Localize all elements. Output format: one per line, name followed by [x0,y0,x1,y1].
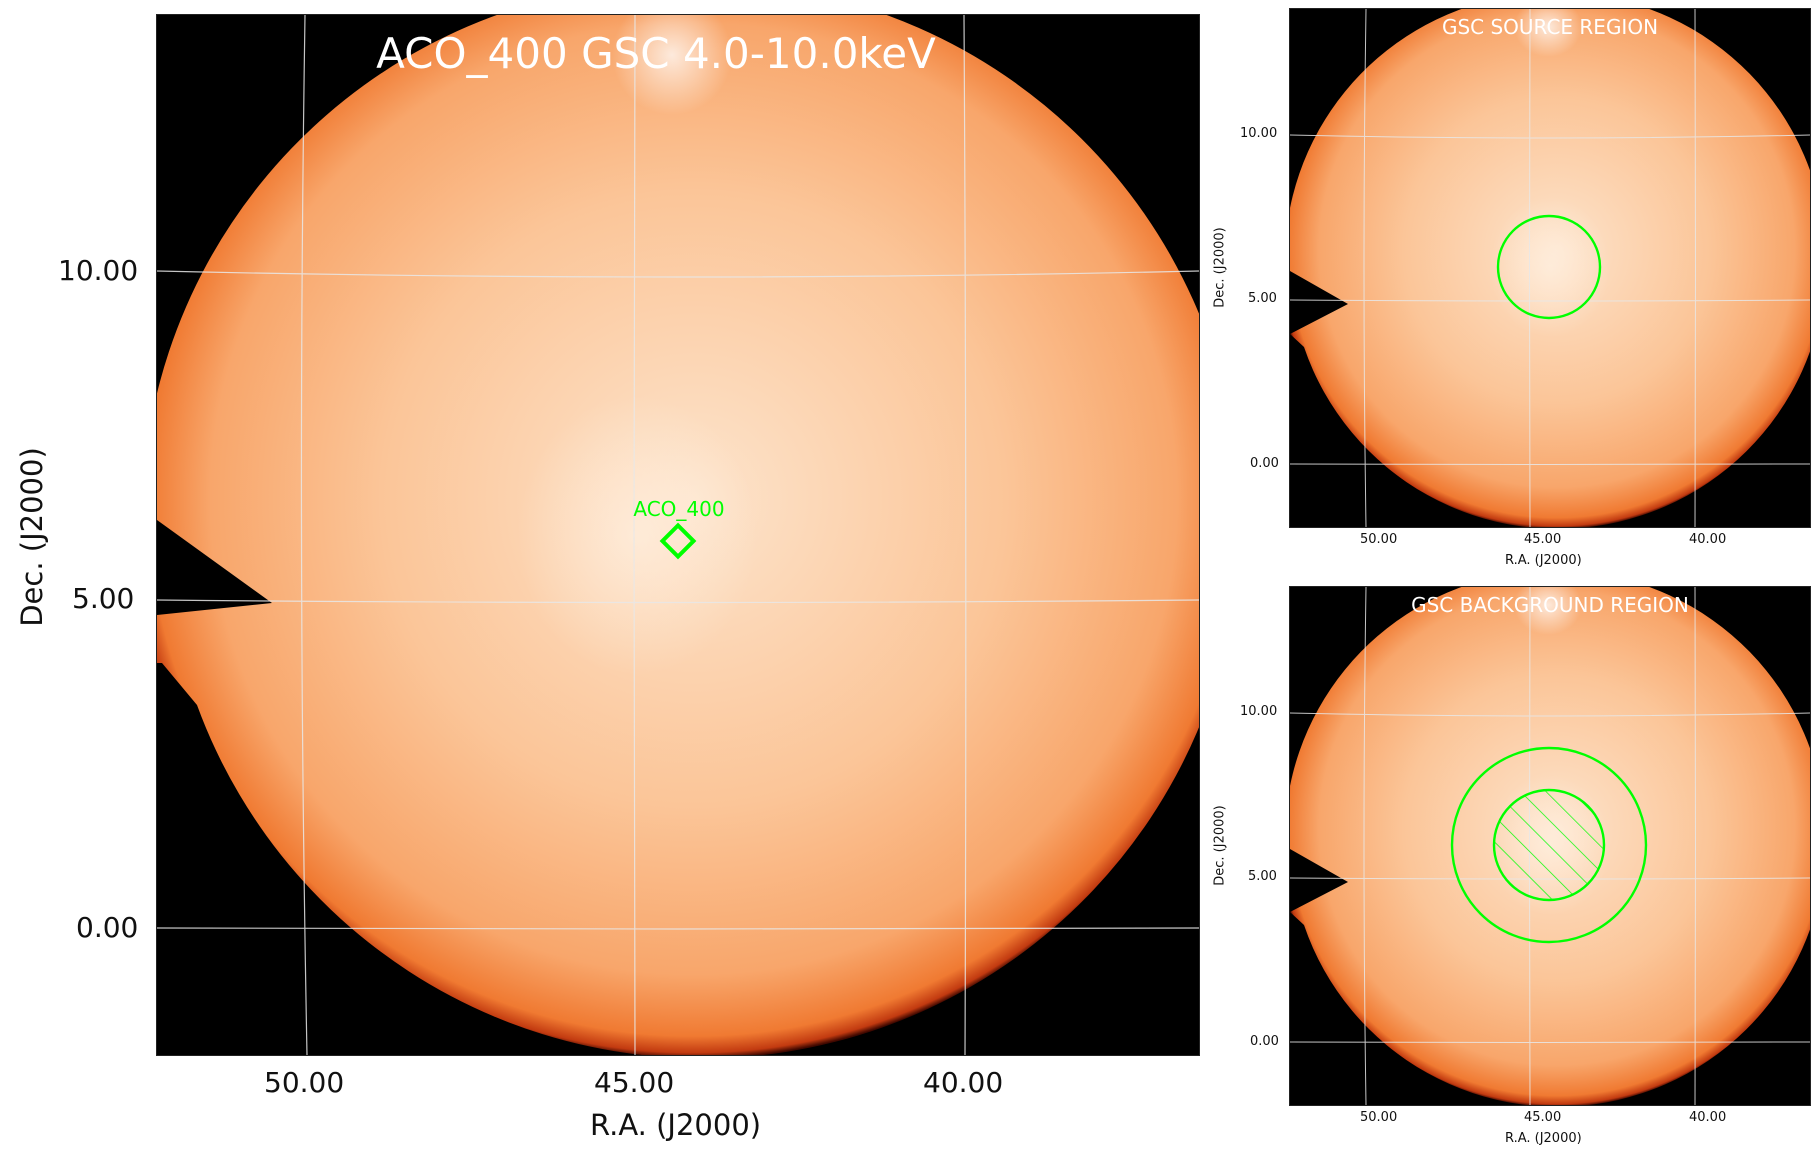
main-x-tick-40: 40.00 [923,1066,1004,1099]
main-y-tick-10: 10.00 [58,254,139,287]
background-region-panel[interactable]: GSC BACKGROUND REGION [1289,586,1811,1106]
source-name-label: ACO_400 [633,497,725,521]
source-marker-diamond[interactable] [659,522,697,560]
cluster-emission [1490,197,1610,337]
source-region-panel[interactable]: GSC SOURCE REGION [1289,8,1811,528]
src-y-tick-5: 5.00 [1248,291,1277,306]
main-x-tick-45: 45.00 [594,1066,675,1099]
coordinate-grid [1290,587,1810,1105]
main-y-axis-label: Dec. (J2000) [14,447,49,627]
excluded-source-circle[interactable] [1492,788,1606,902]
src-y-axis-label: Dec. (J2000) [1212,227,1228,308]
bg-y-axis-label: Dec. (J2000) [1212,805,1228,886]
main-x-axis-label: R.A. (J2000) [590,1108,762,1142]
main-y-tick-0: 0.00 [76,911,139,944]
cluster-emission [517,395,757,675]
main-y-tick-5: 5.00 [72,582,135,615]
bg-y-tick-0: 0.00 [1250,1034,1279,1049]
bg-x-axis-label: R.A. (J2000) [1505,1131,1582,1146]
main-image-svg [157,15,1199,1055]
background-outer-circle[interactable] [1450,746,1648,944]
main-image-panel[interactable]: ACO_400 GSC 4.0-10.0keV ACO_400 [156,14,1200,1056]
bright-source-top [1514,9,1582,57]
src-x-tick-45: 45.00 [1524,532,1562,547]
bright-source-top [612,15,732,115]
bg-x-tick-45: 45.00 [1524,1110,1562,1125]
bg-y-tick-10: 10.00 [1240,704,1278,719]
src-x-axis-label: R.A. (J2000) [1505,553,1582,568]
src-y-tick-10: 10.00 [1240,126,1278,141]
source-region-title: GSC SOURCE REGION [1441,15,1659,39]
main-x-tick-50: 50.00 [264,1066,345,1099]
bg-x-tick-50: 50.00 [1360,1110,1398,1125]
main-title: ACO_400 GSC 4.0-10.0keV [376,29,936,78]
background-region-title: GSC BACKGROUND REGION [1411,593,1689,617]
src-x-tick-50: 50.00 [1360,532,1398,547]
src-x-tick-40: 40.00 [1689,532,1727,547]
source-region-svg [1290,9,1810,527]
bg-x-tick-40: 40.00 [1689,1110,1727,1125]
coordinate-grid [157,15,1199,1055]
source-region-circle[interactable] [1496,214,1602,320]
bg-y-tick-5: 5.00 [1248,869,1277,884]
bright-source-top [1514,587,1582,635]
coordinate-grid [1290,9,1810,527]
src-y-tick-0: 0.00 [1250,456,1279,471]
background-region-svg [1290,587,1810,1105]
